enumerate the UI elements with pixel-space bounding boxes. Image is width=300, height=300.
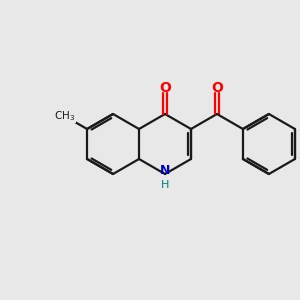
Text: O: O [159,81,171,94]
Text: O: O [211,81,223,94]
Text: CH$_3$: CH$_3$ [54,109,76,123]
Text: N: N [160,164,170,177]
Text: H: H [161,179,169,190]
